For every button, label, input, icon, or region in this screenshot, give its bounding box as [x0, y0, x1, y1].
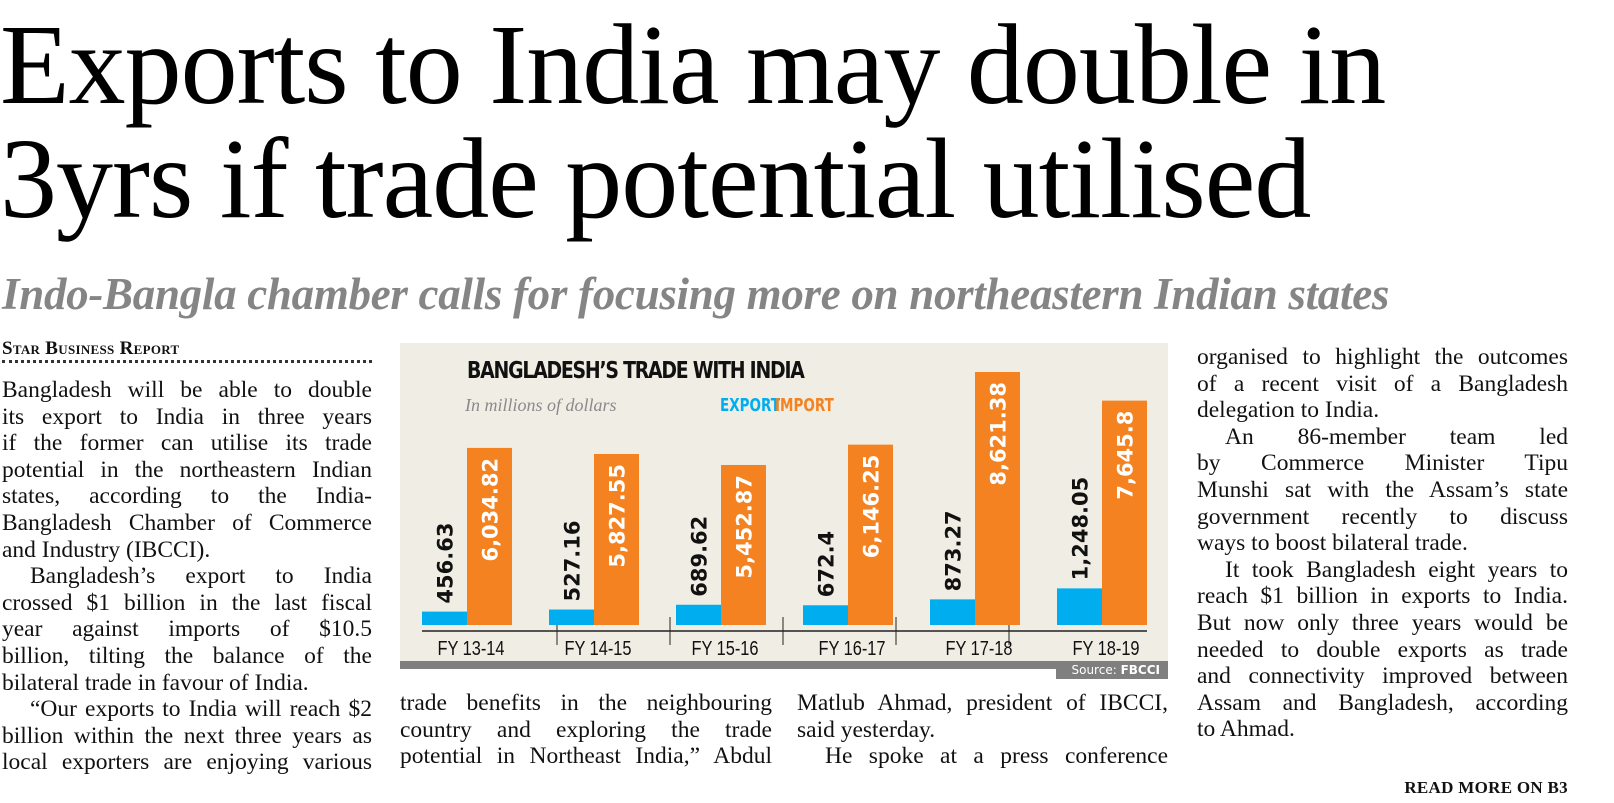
- article-line: Bangladesh’s export to India: [30, 563, 372, 590]
- article-line: local exporters are enjoying various: [2, 749, 372, 776]
- import-value-label: 7,645.8: [1114, 411, 1138, 500]
- import-value-label: 6,146.25: [860, 455, 884, 559]
- subheadline: Indo-Bangla chamber calls for focusing m…: [2, 269, 1390, 319]
- article-line: its export to India in three years: [2, 403, 372, 430]
- article-column-2: trade benefits in the neighbouring countr…: [400, 690, 772, 770]
- article-line: year against imports of $10.5: [2, 616, 372, 643]
- article-line: reach $1 billion in exports to India.: [1197, 583, 1568, 610]
- article-line: trade benefits in the neighbouring: [400, 690, 772, 716]
- article-column-3: Matlub Ahmad, president of IBCCI, said ye…: [797, 690, 1168, 770]
- headline-line-1: Exports to India may double in: [0, 1, 1386, 128]
- article-line: Bangladesh Chamber of Commerce: [2, 509, 372, 536]
- export-bar: [803, 605, 848, 625]
- export-bar: [676, 604, 721, 625]
- category-label: FY 13-14: [437, 636, 504, 659]
- import-value-label: 5,452.87: [733, 475, 757, 579]
- article-line: country and exploring the trade: [400, 716, 772, 743]
- article-line: billion within the next three years as: [2, 722, 372, 749]
- article-line: Assam and Bangladesh, according: [1197, 689, 1568, 716]
- legend-export: EXPORT: [720, 395, 780, 416]
- chart-title: BANGLADESH’S TRADE WITH INDIA: [467, 358, 805, 384]
- chart-subtitle: In millions of dollars: [465, 395, 617, 415]
- chart-background: [400, 343, 1168, 661]
- import-bar: [848, 444, 893, 625]
- source-name: FBCCI: [1120, 663, 1160, 677]
- export-bar: [930, 599, 975, 625]
- source-label: Source:: [1071, 663, 1117, 677]
- article-line: billion, tilting the balance of the: [2, 642, 372, 669]
- import-bar: [721, 464, 766, 625]
- article-line: to Ahmad.: [1197, 716, 1295, 743]
- article-line: It took Bangladesh eight years to: [1225, 556, 1568, 583]
- export-bar: [549, 609, 594, 625]
- category-label: FY 16-17: [818, 636, 885, 659]
- import-bar: [467, 447, 512, 625]
- article-line: of a recent visit of a Bangladesh: [1197, 370, 1568, 397]
- article-line: states, according to the India-: [2, 483, 372, 510]
- export-value-label: 689.62: [688, 516, 712, 597]
- export-value-label: 527.16: [561, 520, 585, 601]
- article-line: if the former can utilise its trade: [2, 430, 372, 457]
- article-line: Munshi sat with the Assam’s state: [1197, 476, 1568, 503]
- byline: Star Business Report: [2, 338, 180, 359]
- import-bar: [594, 453, 639, 625]
- article-line: by Commerce Minister Tipu: [1197, 450, 1568, 477]
- import-bar: [1102, 400, 1147, 625]
- article-line: potential in Northeast India,” Abdul: [400, 743, 772, 770]
- export-bar: [422, 611, 467, 625]
- import-value-label: 5,827.55: [606, 464, 630, 568]
- export-value-label: 672.4: [815, 531, 839, 597]
- article-line: “Our exports to India will reach $2: [30, 696, 372, 723]
- export-bar: [1057, 588, 1102, 625]
- article-line: delegation to India.: [1197, 397, 1380, 424]
- article-line: organised to highlight the outcomes: [1197, 344, 1568, 370]
- import-value-label: 8,621.38: [987, 382, 1011, 486]
- chart-source: Source: FBCCI: [1056, 661, 1168, 679]
- article-column-4: organised to highlight the outcomes of a …: [1197, 344, 1568, 743]
- headline-line-2: 3yrs if trade potential utilised: [0, 115, 1311, 242]
- article-line: and connectivity improved between: [1197, 663, 1568, 690]
- legend-import: IMPORT: [775, 395, 834, 416]
- export-value-label: 456.63: [434, 523, 458, 604]
- article-line: But now only three years would be: [1197, 609, 1568, 636]
- category-label: FY 17-18: [945, 636, 1012, 659]
- article-line: Matlub Ahmad, president of IBCCI,: [797, 690, 1168, 716]
- category-label: FY 18-19: [1072, 636, 1139, 659]
- article-line: bilateral trade in favour of India.: [2, 669, 309, 696]
- trade-chart: Source: FBCCI BANGLADESH’S TRADE WITH IN…: [400, 343, 1168, 679]
- article-line: He spoke at a press conference: [825, 743, 1168, 770]
- article-line: government recently to discuss: [1197, 503, 1568, 530]
- chart-plot: 456.63 6,034.82 FY 13-14 527.16 5,827.55 FY 1…: [422, 372, 1147, 659]
- article-line: said yesterday.: [797, 716, 936, 743]
- article-line: crossed $1 billion in the last fiscal: [2, 589, 372, 616]
- article-line: An 86-member team led: [1225, 423, 1568, 450]
- dotted-divider: [2, 360, 372, 363]
- category-label: FY 15-16: [691, 636, 758, 659]
- read-more-link[interactable]: READ MORE ON B3: [1404, 778, 1568, 797]
- article-column-1: Bangladesh will be able to double its exp…: [2, 377, 372, 776]
- chart-footer-strip: [400, 661, 1168, 669]
- article-line: ways to boost bilateral trade.: [1197, 530, 1468, 557]
- export-value-label: 873.27: [942, 510, 966, 591]
- import-value-label: 6,034.82: [479, 458, 503, 562]
- import-bar: [975, 372, 1020, 625]
- article-line: and Industry (IBCCI).: [2, 536, 211, 563]
- export-value-label: 1,248.05: [1069, 477, 1093, 581]
- article-line: potential in the northeastern Indian: [2, 456, 372, 483]
- category-label: FY 14-15: [564, 636, 631, 659]
- article-line: Bangladesh will be able to double: [2, 377, 372, 403]
- article-line: needed to double exports as trade: [1197, 636, 1568, 663]
